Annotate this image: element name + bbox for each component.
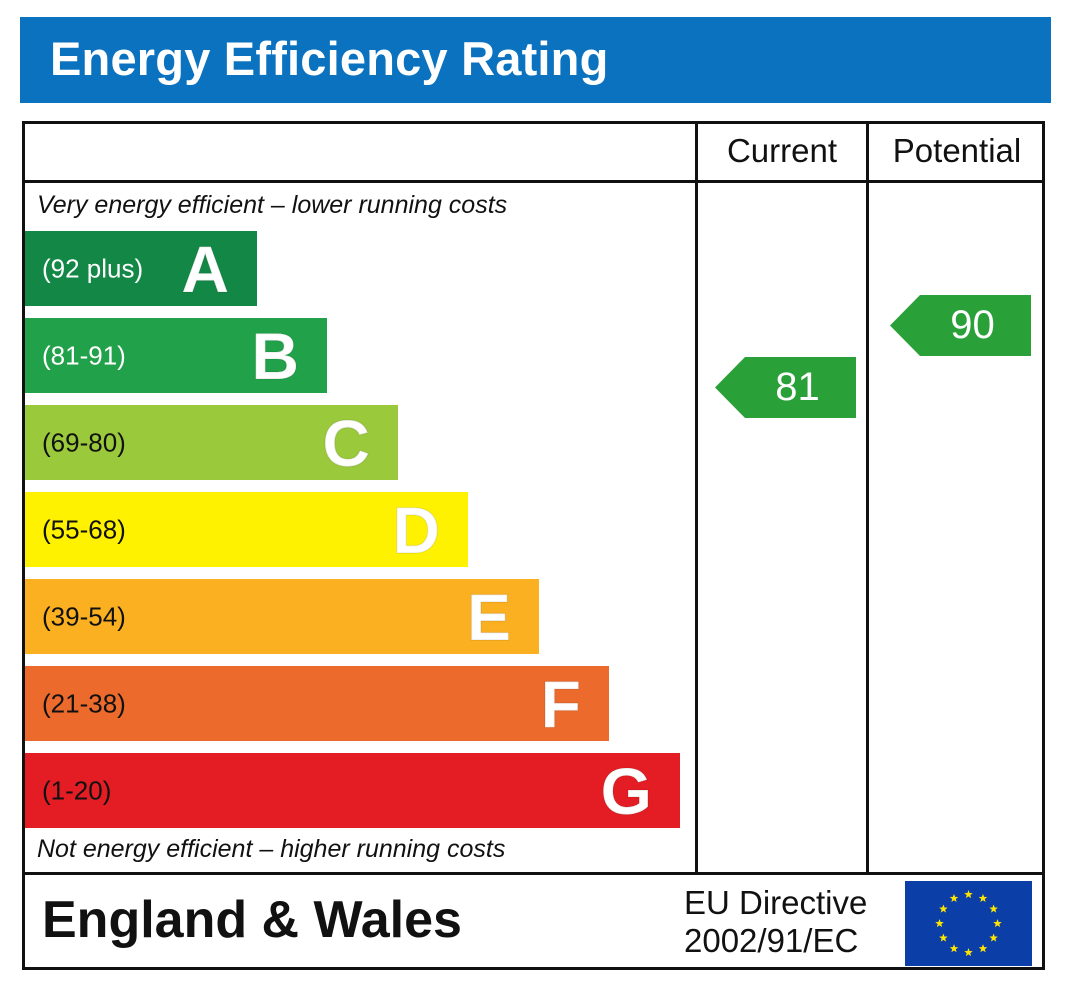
rating-band-g: (1-20) G: [25, 753, 680, 828]
band-letter: D: [392, 492, 441, 568]
rating-band-f: (21-38) F: [25, 666, 609, 741]
eu-star-icon: [978, 893, 988, 903]
band-letter: A: [181, 231, 230, 307]
eu-flag-icon: [905, 881, 1032, 966]
band-range: (92 plus): [42, 253, 144, 283]
band-range: (55-68): [42, 514, 126, 544]
column-header-current: Current: [726, 132, 838, 169]
column-header-potential: Potential: [892, 132, 1022, 169]
eu-star-icon: [964, 948, 973, 957]
potential-arrow-shape: [890, 295, 1031, 356]
region-label: England & Wales: [42, 891, 462, 949]
title-bar: Energy Efficiency Rating: [20, 17, 1051, 103]
eu-star-icon: [949, 944, 959, 953]
eu-star-icon: [939, 933, 948, 942]
eu-flag-stars: [935, 890, 1002, 957]
top-note: Very energy efficient – lower running co…: [37, 191, 508, 219]
band-range: (1-20): [42, 775, 112, 805]
band-range: (81-91): [42, 340, 126, 370]
eu-star-icon: [989, 933, 998, 942]
band-letter: E: [466, 579, 512, 655]
column-divider-potential: [866, 121, 869, 875]
page-title: Energy Efficiency Rating: [50, 32, 609, 85]
potential-rating-value: 90: [950, 303, 995, 347]
eu-star-icon: [935, 919, 944, 928]
band-range: (39-54): [42, 601, 126, 631]
rating-band-d: (55-68) D: [25, 492, 468, 567]
eu-star-icon: [939, 904, 948, 913]
rating-band-c: (69-80) C: [25, 405, 398, 480]
band-letter: F: [540, 666, 582, 742]
current-rating-arrow: 81: [715, 357, 856, 418]
eu-star-icon: [964, 890, 973, 899]
current-arrow-shape: [715, 357, 856, 418]
eu-star-icon: [989, 904, 998, 913]
eu-directive: EU Directive 2002/91/EC: [684, 884, 867, 960]
band-range: (21-38): [42, 688, 126, 718]
rating-band-e: (39-54) E: [25, 579, 539, 654]
eu-star-icon: [949, 893, 959, 903]
rating-table: [22, 121, 1045, 970]
band-letter: G: [600, 753, 653, 829]
eu-star-icon: [978, 944, 988, 953]
footer-divider: [22, 872, 1045, 875]
band-range: (69-80): [42, 427, 126, 457]
directive-line-1: EU Directive: [684, 884, 868, 921]
band-letter: C: [322, 405, 371, 481]
bottom-note: Not energy efficient – higher running co…: [37, 835, 506, 863]
rating-band-b: (81-91) B: [25, 318, 327, 393]
current-rating-value: 81: [775, 365, 820, 409]
potential-rating-arrow: 90: [890, 295, 1031, 356]
rating-band-a: (92 plus) A: [25, 231, 257, 306]
eu-star-icon: [993, 919, 1002, 928]
directive-line-2: 2002/91/EC: [684, 922, 859, 959]
column-divider-current: [695, 121, 698, 875]
header-divider: [22, 180, 1045, 183]
band-letter: B: [251, 318, 300, 394]
